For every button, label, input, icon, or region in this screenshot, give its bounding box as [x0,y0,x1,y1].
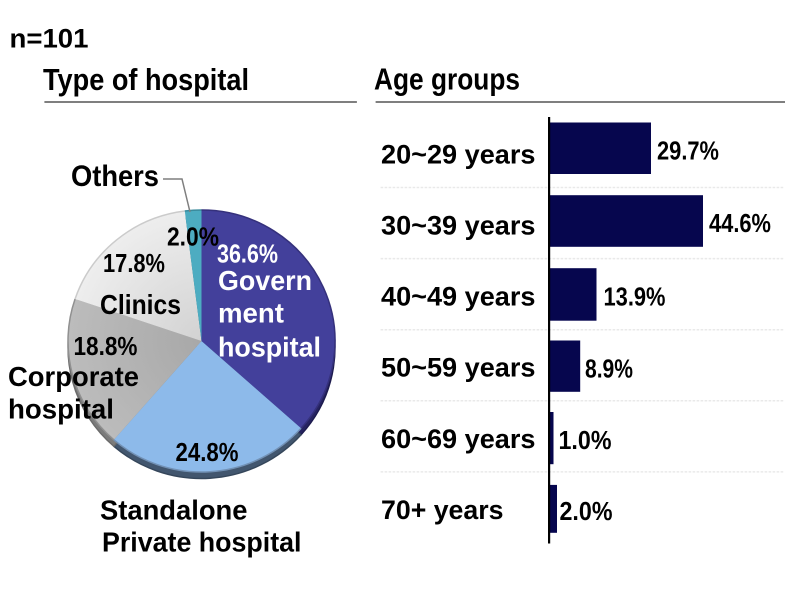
svg-text:13.9%: 13.9% [604,282,666,312]
svg-text:60~69 years: 60~69 years [381,424,536,454]
svg-text:24.8%: 24.8% [176,437,239,467]
svg-text:17.8%: 17.8% [103,248,165,278]
svg-text:hospital: hospital [218,332,321,363]
svg-text:Age groups: Age groups [374,62,520,97]
svg-text:Type of hospital: Type of hospital [43,62,249,97]
svg-text:29.7%: 29.7% [657,135,719,165]
svg-text:Govern: Govern [218,265,312,296]
svg-text:20~29 years: 20~29 years [381,139,536,169]
svg-text:2.0%: 2.0% [167,222,219,252]
svg-text:36.6%: 36.6% [217,239,278,269]
svg-text:Others: Others [71,160,159,193]
svg-text:Clinics: Clinics [100,289,181,320]
svg-text:8.9%: 8.9% [585,353,633,383]
svg-text:hospital: hospital [8,394,114,425]
svg-text:Standalone: Standalone [100,495,248,526]
svg-text:Corporate: Corporate [8,361,139,392]
svg-text:2.0%: 2.0% [560,496,613,526]
svg-text:Private hospital: Private hospital [102,527,302,558]
svg-text:40~49 years: 40~49 years [381,282,536,312]
svg-text:18.8%: 18.8% [74,331,138,361]
svg-text:1.0%: 1.0% [559,425,612,455]
svg-text:50~59 years: 50~59 years [381,353,536,383]
svg-text:ment: ment [218,298,284,329]
svg-text:30~39 years: 30~39 years [381,211,536,241]
svg-text:70+ years: 70+ years [381,495,504,525]
svg-text:44.6%: 44.6% [709,208,771,238]
svg-text:n=101: n=101 [10,24,89,54]
